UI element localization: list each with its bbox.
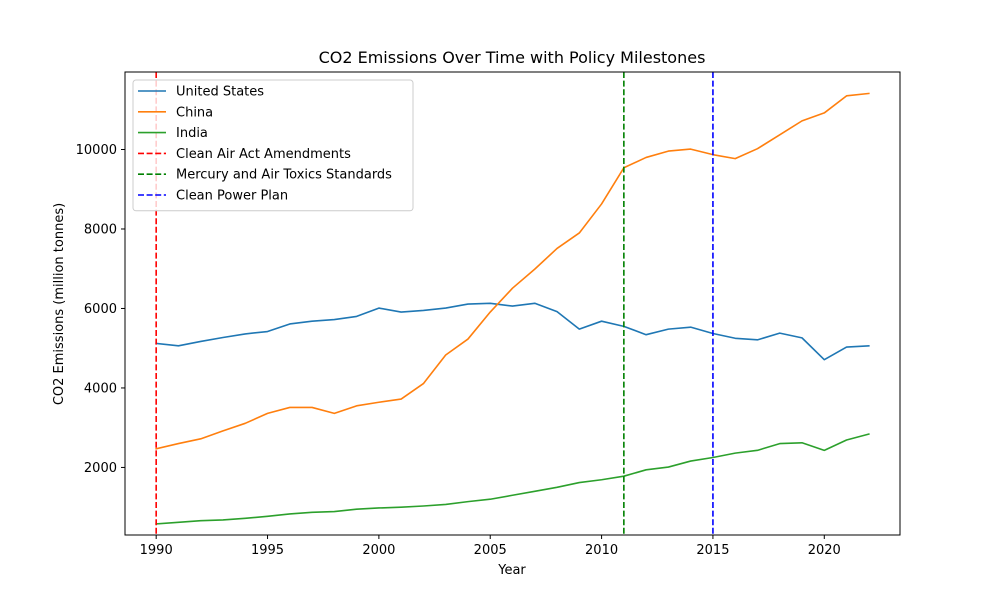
x-axis-label: Year xyxy=(497,563,526,578)
legend-label: Clean Power Plan xyxy=(176,189,288,204)
y-axis-ticks: 2000 4000 6000 8000 10000 xyxy=(76,143,125,476)
x-axis-ticks: 1990 1995 2000 2005 2010 2015 2020 xyxy=(140,535,841,558)
y-tick-label: 4000 xyxy=(84,381,117,396)
series-line-united-states xyxy=(155,302,870,361)
legend-label: United States xyxy=(176,85,264,100)
axes-frame xyxy=(124,71,901,536)
legend-label: Mercury and Air Toxics Standards xyxy=(176,168,392,183)
x-tick-label: 2005 xyxy=(474,543,507,558)
series-line-china xyxy=(155,92,870,450)
legend-label: Clean Air Act Amendments xyxy=(176,147,351,162)
y-axis-label: CO2 Emissions (million tonnes) xyxy=(52,203,67,405)
x-tick-label: 2000 xyxy=(362,543,395,558)
y-tick-label: 2000 xyxy=(84,461,117,476)
x-tick-label: 2015 xyxy=(696,543,729,558)
x-tick-label: 1990 xyxy=(140,543,173,558)
legend-label: India xyxy=(176,126,208,141)
x-tick-label: 1995 xyxy=(251,543,284,558)
y-tick-label: 6000 xyxy=(84,302,117,317)
x-tick-label: 2020 xyxy=(808,543,841,558)
chart-title: CO2 Emissions Over Time with Policy Mile… xyxy=(319,48,706,67)
legend-box xyxy=(132,79,414,212)
legend-label: China xyxy=(176,105,213,120)
series-line-india xyxy=(155,433,870,525)
plot-area xyxy=(124,71,901,536)
y-tick-label: 10000 xyxy=(76,143,117,158)
y-tick-label: 8000 xyxy=(84,222,117,237)
x-tick-label: 2010 xyxy=(585,543,618,558)
legend: United States China India Clean Air Act Ame… xyxy=(132,79,414,212)
